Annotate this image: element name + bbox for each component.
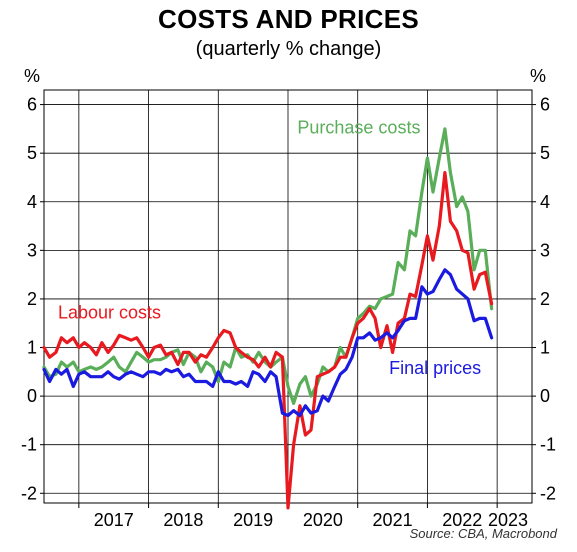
source-note: Source: CBA, Macrobond — [409, 526, 557, 541]
y-tick-label-left: 2 — [27, 289, 37, 309]
y-tick-label-left: 1 — [27, 338, 37, 358]
series-label-final: Final prices — [389, 358, 481, 378]
y-tick-label-right: -1 — [540, 435, 556, 455]
y-axis-right: -2 -1 0 1 2 3 4 5 6% — [530, 66, 556, 503]
y-unit-left: % — [24, 66, 40, 86]
series-line-labour — [42, 171, 494, 510]
y-tick-label-left: 3 — [27, 240, 37, 260]
y-tick-label-left: -2 — [21, 483, 37, 503]
series-label-purchase: Purchase costs — [297, 118, 420, 138]
y-tick-label-left: 5 — [27, 143, 37, 163]
series-label-labour: Labour costs — [58, 302, 161, 322]
grid-lines — [44, 90, 532, 503]
y-tick-label-right: 5 — [540, 143, 550, 163]
y-tick-label-left: 0 — [27, 386, 37, 406]
x-tick-label: 2022 — [442, 510, 482, 530]
y-unit-right: % — [530, 66, 546, 86]
series-labels: Purchase costs Labour costs Final prices — [58, 118, 481, 379]
y-tick-label-right: 6 — [540, 95, 550, 115]
chart-subtitle: (quarterly % change) — [195, 38, 382, 60]
y-tick-label-right: -2 — [540, 483, 556, 503]
x-tick-label: 2019 — [233, 510, 273, 530]
y-tick-label-left: -1 — [21, 435, 37, 455]
y-tick-label-right: 2 — [540, 289, 550, 309]
y-axis-left: -2 -1 0 1 2 3 4 5 6% — [21, 66, 44, 503]
x-tick-label: 2023 — [488, 510, 528, 530]
y-tick-label-right: 0 — [540, 386, 550, 406]
x-tick-label: 2021 — [373, 510, 413, 530]
y-tick-label-left: 6 — [27, 95, 37, 115]
y-tick-label-right: 4 — [540, 192, 550, 212]
y-tick-label-right: 1 — [540, 338, 550, 358]
x-tick-label: 2018 — [163, 510, 203, 530]
y-tick-label-left: 4 — [27, 192, 37, 212]
y-tick-label-right: 3 — [540, 240, 550, 260]
x-tick-label: 2017 — [94, 510, 134, 530]
x-tick-label: 2020 — [303, 510, 343, 530]
chart-title: COSTS AND PRICES — [158, 4, 419, 34]
x-axis: 2017 2018 2019 2020 2021 2022 2023 — [78, 503, 528, 530]
series-lines — [42, 127, 494, 510]
series-line-final — [42, 268, 494, 418]
